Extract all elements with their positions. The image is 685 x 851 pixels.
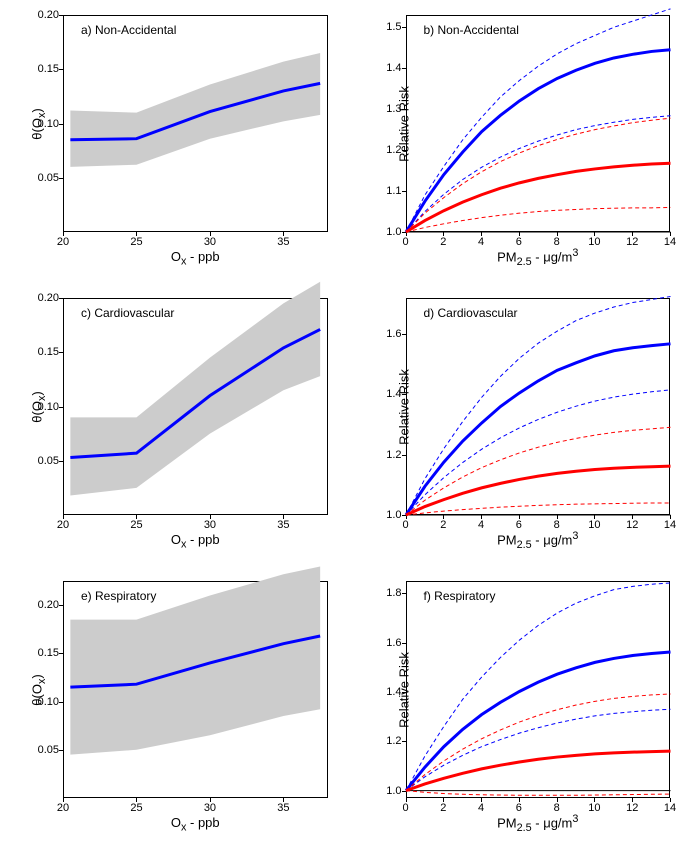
- x-axis-label: Ox - ppb: [171, 532, 220, 551]
- rr-series-5: [406, 503, 671, 515]
- rr-series-1: [406, 344, 671, 515]
- x-tick: 20: [57, 519, 69, 531]
- rr-series-3: [406, 118, 671, 232]
- y-tick: 0.20: [31, 9, 59, 21]
- y-tick: 1.0: [374, 785, 402, 797]
- y-tick: 1.4: [374, 62, 402, 74]
- x-tick: 10: [588, 802, 600, 814]
- x-tick: 14: [664, 519, 676, 531]
- x-tick: 6: [516, 519, 522, 531]
- x-tick: 6: [516, 802, 522, 814]
- y-tick: 0.10: [31, 696, 59, 708]
- y-tick: 0.10: [31, 401, 59, 413]
- x-tick: 8: [554, 802, 560, 814]
- rr-series-3: [406, 427, 671, 515]
- rr-series-4: [406, 751, 671, 790]
- x-tick: 25: [130, 802, 142, 814]
- rr-series-2: [406, 390, 671, 515]
- x-tick: 10: [588, 236, 600, 248]
- x-tick: 4: [478, 802, 484, 814]
- confidence-band: [70, 53, 320, 167]
- x-tick: 25: [130, 236, 142, 248]
- panel-d: d) CardiovascularRelative RiskPM2.5 - μg…: [358, 298, 671, 553]
- y-tick: 0.05: [31, 172, 59, 184]
- y-tick: 1.5: [374, 21, 402, 33]
- x-tick: 14: [664, 236, 676, 248]
- panel-a: a) Non-Accidentalθ(Ox)Ox - ppb202530350.…: [15, 15, 328, 270]
- x-tick: 0: [402, 802, 408, 814]
- panel-e: e) Respiratoryθ(Ox)Ox - ppb202530350.050…: [15, 581, 328, 836]
- x-axis-label: Ox - ppb: [171, 249, 220, 268]
- rr-series-4: [406, 466, 671, 515]
- panel-c: c) Cardiovascularθ(Ox)Ox - ppb202530350.…: [15, 298, 328, 553]
- rr-series-3: [406, 694, 671, 791]
- panel-label: a) Non-Accidental: [81, 23, 176, 37]
- x-tick: 35: [277, 802, 289, 814]
- x-tick: 30: [204, 802, 216, 814]
- x-tick: 0: [402, 519, 408, 531]
- x-tick: 8: [554, 519, 560, 531]
- x-tick: 6: [516, 236, 522, 248]
- rr-series-1: [406, 652, 671, 791]
- y-tick: 0.15: [31, 346, 59, 358]
- panel-b: b) Non-AccidentalRelative RiskPM2.5 - μg…: [358, 15, 671, 270]
- y-tick: 0.15: [31, 63, 59, 75]
- panel-label: f) Respiratory: [424, 589, 496, 603]
- panel-label: b) Non-Accidental: [424, 23, 519, 37]
- x-axis-label: PM2.5 - μg/m3: [497, 530, 578, 551]
- panel-f: f) RespiratoryRelative RiskPM2.5 - μg/m3…: [358, 581, 671, 836]
- x-axis-label: Ox - ppb: [171, 815, 220, 834]
- panel-label: c) Cardiovascular: [81, 306, 174, 320]
- y-tick: 0.20: [31, 292, 59, 304]
- y-tick: 0.15: [31, 647, 59, 659]
- y-tick: 1.1: [374, 185, 402, 197]
- x-tick: 30: [204, 236, 216, 248]
- x-tick: 2: [440, 519, 446, 531]
- y-tick: 1.4: [374, 388, 402, 400]
- x-tick: 4: [478, 519, 484, 531]
- y-tick: 0.05: [31, 455, 59, 467]
- x-tick: 2: [440, 802, 446, 814]
- y-tick: 1.8: [374, 587, 402, 599]
- x-tick: 12: [626, 802, 638, 814]
- panel-label: e) Respiratory: [81, 589, 156, 603]
- y-tick: 1.6: [374, 328, 402, 340]
- rr-series-0: [406, 9, 671, 232]
- y-tick: 1.2: [374, 449, 402, 461]
- panel-label: d) Cardiovascular: [424, 306, 518, 320]
- x-axis-label: PM2.5 - μg/m3: [497, 247, 578, 268]
- y-tick: 1.6: [374, 637, 402, 649]
- y-tick: 1.0: [374, 226, 402, 238]
- y-tick: 1.3: [374, 103, 402, 115]
- x-tick: 0: [402, 236, 408, 248]
- x-tick: 12: [626, 519, 638, 531]
- x-tick: 12: [626, 236, 638, 248]
- y-tick: 1.2: [374, 735, 402, 747]
- x-tick: 35: [277, 519, 289, 531]
- x-tick: 30: [204, 519, 216, 531]
- y-tick: 1.0: [374, 509, 402, 521]
- x-tick: 25: [130, 519, 142, 531]
- y-tick: 0.20: [31, 599, 59, 611]
- y-tick: 1.2: [374, 144, 402, 156]
- rr-series-0: [406, 296, 671, 515]
- x-tick: 8: [554, 236, 560, 248]
- x-tick: 14: [664, 802, 676, 814]
- x-tick: 4: [478, 236, 484, 248]
- x-tick: 10: [588, 519, 600, 531]
- y-tick: 0.10: [31, 118, 59, 130]
- x-axis-label: PM2.5 - μg/m3: [497, 813, 578, 834]
- x-tick: 20: [57, 802, 69, 814]
- y-tick: 0.05: [31, 744, 59, 756]
- x-tick: 20: [57, 236, 69, 248]
- x-tick: 2: [440, 236, 446, 248]
- y-tick: 1.4: [374, 686, 402, 698]
- rr-series-5: [406, 791, 671, 796]
- x-tick: 35: [277, 236, 289, 248]
